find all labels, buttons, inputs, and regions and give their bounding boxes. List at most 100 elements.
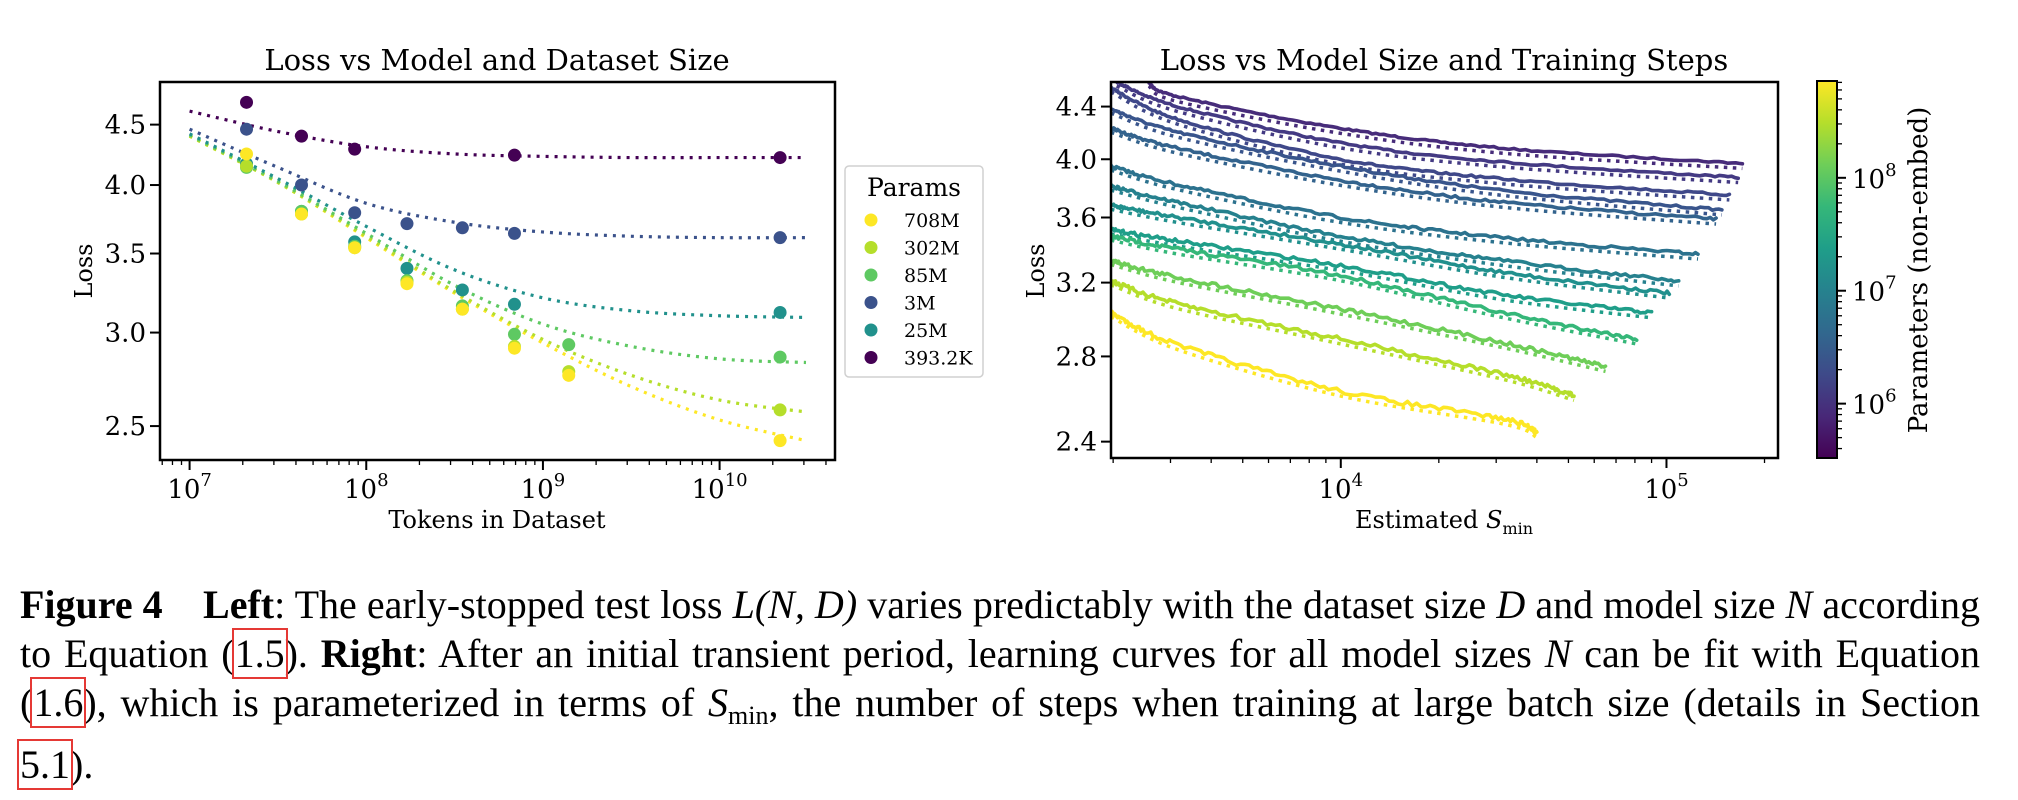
colorbar-tick-label-exponent: 8 bbox=[1885, 160, 1896, 181]
caption-left-label: Left bbox=[203, 582, 275, 627]
left-x-ticks: 107 108 109 1010 bbox=[161, 460, 827, 505]
left-chart-title: Loss vs Model and Dataset Size bbox=[264, 43, 729, 77]
section-link-5-1[interactable]: 5.1 bbox=[17, 739, 73, 790]
right-x-axis-label-symbol: S bbox=[1486, 506, 1502, 534]
colorbar-tick-label: 106 bbox=[1852, 386, 1897, 421]
colorbar-tick-label-base: 10 bbox=[1852, 278, 1885, 308]
x-tick-label: 1010 bbox=[692, 470, 748, 505]
fit-line-25M bbox=[188, 132, 807, 320]
learning-curve-4 bbox=[1111, 126, 1718, 222]
fit-line-85M bbox=[188, 133, 807, 365]
data-point-3M bbox=[240, 122, 254, 136]
data-point-25M bbox=[400, 261, 414, 275]
learning-curve-11 bbox=[1111, 279, 1576, 399]
legend-label-25M: 25M bbox=[904, 320, 948, 342]
right-x-axis-label-text: Estimated bbox=[1355, 506, 1486, 534]
learning-curve-5 bbox=[1111, 163, 1700, 257]
right-y-ticks: 2.4 2.8 3.2 3.6 4.0 4.4 bbox=[1056, 93, 1111, 458]
caption-text: and model size bbox=[1525, 582, 1786, 627]
legend-label-708M: 708M bbox=[904, 210, 960, 232]
right-chart: Loss vs Model Size and Training Steps 10… bbox=[1022, 43, 1934, 538]
legend-label-302M: 302M bbox=[904, 238, 960, 260]
data-point-3M bbox=[348, 206, 362, 220]
legend-marker-302M bbox=[864, 241, 878, 254]
fit-curve-5 bbox=[1111, 168, 1699, 261]
caption-figure-label: Figure 4 bbox=[20, 582, 163, 627]
caption-text: ). bbox=[70, 742, 94, 787]
fit-curve-0 bbox=[1147, 84, 1743, 171]
equation-link-1-6[interactable]: 1.6 bbox=[30, 677, 87, 728]
data-point-25M bbox=[507, 297, 521, 311]
legend-label-85M: 85M bbox=[904, 265, 948, 287]
x-tick-label-exponent: 10 bbox=[725, 470, 748, 491]
caption-text: : The early-stopped test loss bbox=[274, 582, 733, 627]
y-tick-label: 3.2 bbox=[1056, 269, 1097, 299]
legend-items: 708M 302M 85M 3M 25M 393.2K bbox=[864, 210, 973, 370]
data-point-3M bbox=[773, 231, 787, 245]
x-tick-label: 108 bbox=[344, 470, 389, 505]
data-point-708M bbox=[348, 241, 362, 255]
x-tick-label-exponent: 8 bbox=[377, 470, 388, 491]
legend-label-3M: 3M bbox=[904, 293, 936, 315]
x-tick-label-base: 10 bbox=[521, 475, 554, 505]
y-tick-label: 2.8 bbox=[1056, 342, 1097, 372]
x-tick-label-exponent: 4 bbox=[1352, 470, 1363, 491]
x-tick-label-exponent: 9 bbox=[554, 470, 565, 491]
x-tick-label: 107 bbox=[167, 470, 212, 505]
caption-text: varies predictably with the dataset size bbox=[857, 582, 1497, 627]
learning-curve-10 bbox=[1111, 258, 1608, 369]
data-point-3M bbox=[295, 178, 309, 192]
learning-curve-6 bbox=[1111, 183, 1681, 284]
caption-math: L bbox=[732, 582, 755, 627]
fit-curve-12 bbox=[1111, 315, 1538, 440]
left-axes-frame bbox=[158, 80, 837, 462]
data-point-708M bbox=[295, 207, 309, 221]
equation-link-1-5[interactable]: 1.5 bbox=[231, 628, 288, 679]
caption-text: ), which is parameterized in terms of bbox=[83, 680, 709, 725]
right-plot-area bbox=[1111, 82, 1745, 440]
legend-title: Params bbox=[867, 173, 961, 202]
colorbar-label: Parameters (non-embed) bbox=[1904, 107, 1934, 434]
fit-curve-3 bbox=[1111, 111, 1723, 217]
y-tick-label: 4.0 bbox=[1056, 145, 1097, 175]
colorbar-tick-label-exponent: 7 bbox=[1885, 273, 1896, 294]
colorbar-tick-label-exponent: 6 bbox=[1885, 386, 1896, 407]
y-tick-label: 2.5 bbox=[105, 412, 146, 442]
fit-curve-11 bbox=[1111, 283, 1575, 402]
x-tick-label: 104 bbox=[1319, 470, 1364, 505]
y-tick-label: 4.4 bbox=[1056, 93, 1097, 123]
data-point-708M bbox=[562, 368, 576, 382]
fit-curve-7 bbox=[1111, 207, 1670, 300]
caption-math: D bbox=[1496, 582, 1526, 627]
legend-marker-708M bbox=[864, 213, 878, 227]
x-tick-label-base: 10 bbox=[692, 475, 725, 505]
fit-curve-1 bbox=[1115, 84, 1739, 185]
caption-math: N bbox=[1544, 631, 1572, 676]
data-point-85M bbox=[507, 327, 521, 341]
legend-box bbox=[844, 165, 984, 378]
fit-curve-8 bbox=[1111, 232, 1652, 320]
learning-curve-7 bbox=[1111, 202, 1672, 297]
data-point-3M bbox=[400, 217, 414, 231]
left-plot-area bbox=[188, 95, 807, 448]
data-point-85M bbox=[773, 350, 787, 364]
fit-line-3M bbox=[188, 127, 807, 240]
caption-text: : After an initial transient period, lea… bbox=[416, 631, 1545, 676]
left-x-axis-label: Tokens in Dataset bbox=[388, 506, 606, 534]
colorbar-gradient bbox=[1816, 80, 1838, 459]
data-point-708M bbox=[773, 434, 787, 448]
caption-math: (N, D) bbox=[754, 582, 858, 627]
learning-curve-9 bbox=[1111, 233, 1639, 342]
data-point-708M bbox=[400, 277, 414, 291]
fit-line-302M bbox=[188, 134, 807, 414]
learning-curve-0 bbox=[1146, 82, 1745, 166]
fit-curve-10 bbox=[1111, 262, 1606, 374]
learning-curve-8 bbox=[1111, 226, 1654, 315]
caption-text: according to Equation ( bbox=[20, 582, 1981, 676]
colorbar-tick-label-base: 10 bbox=[1852, 165, 1885, 195]
data-point-708M bbox=[240, 147, 254, 161]
data-point-302M bbox=[240, 159, 254, 173]
data-point-393.2K bbox=[348, 142, 362, 156]
